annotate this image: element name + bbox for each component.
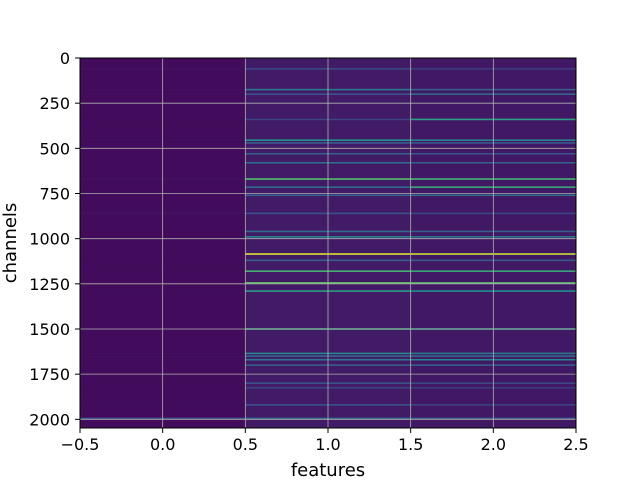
y-tick-label: 750 xyxy=(39,184,70,203)
y-tick-label: 250 xyxy=(39,94,70,113)
y-tick-label: 1500 xyxy=(29,320,70,339)
x-tick-label: 1.0 xyxy=(315,435,340,454)
x-tick-label: 0.5 xyxy=(233,435,258,454)
x-tick-label: 1.5 xyxy=(398,435,423,454)
y-tick-label: 2000 xyxy=(29,410,70,429)
x-tick-label: −0.5 xyxy=(61,435,100,454)
y-tick-label: 1000 xyxy=(29,230,70,249)
y-axis-label: channels xyxy=(0,203,21,284)
y-tick-label: 1750 xyxy=(29,365,70,384)
x-axis-label: features xyxy=(291,460,365,480)
y-tick-label: 500 xyxy=(39,139,70,158)
x-axis: −0.5 0.0 0.5 1.0 1.5 2.0 2.5 xyxy=(61,428,589,454)
x-tick-label: 2.5 xyxy=(563,435,588,454)
x-tick-label: 2.0 xyxy=(481,435,506,454)
y-tick-label: 1250 xyxy=(29,275,70,294)
y-tick-label: 0 xyxy=(60,49,70,68)
x-tick-label: 0.0 xyxy=(150,435,175,454)
y-axis: 0 250 500 750 1000 1250 1500 1750 2000 xyxy=(29,49,80,429)
